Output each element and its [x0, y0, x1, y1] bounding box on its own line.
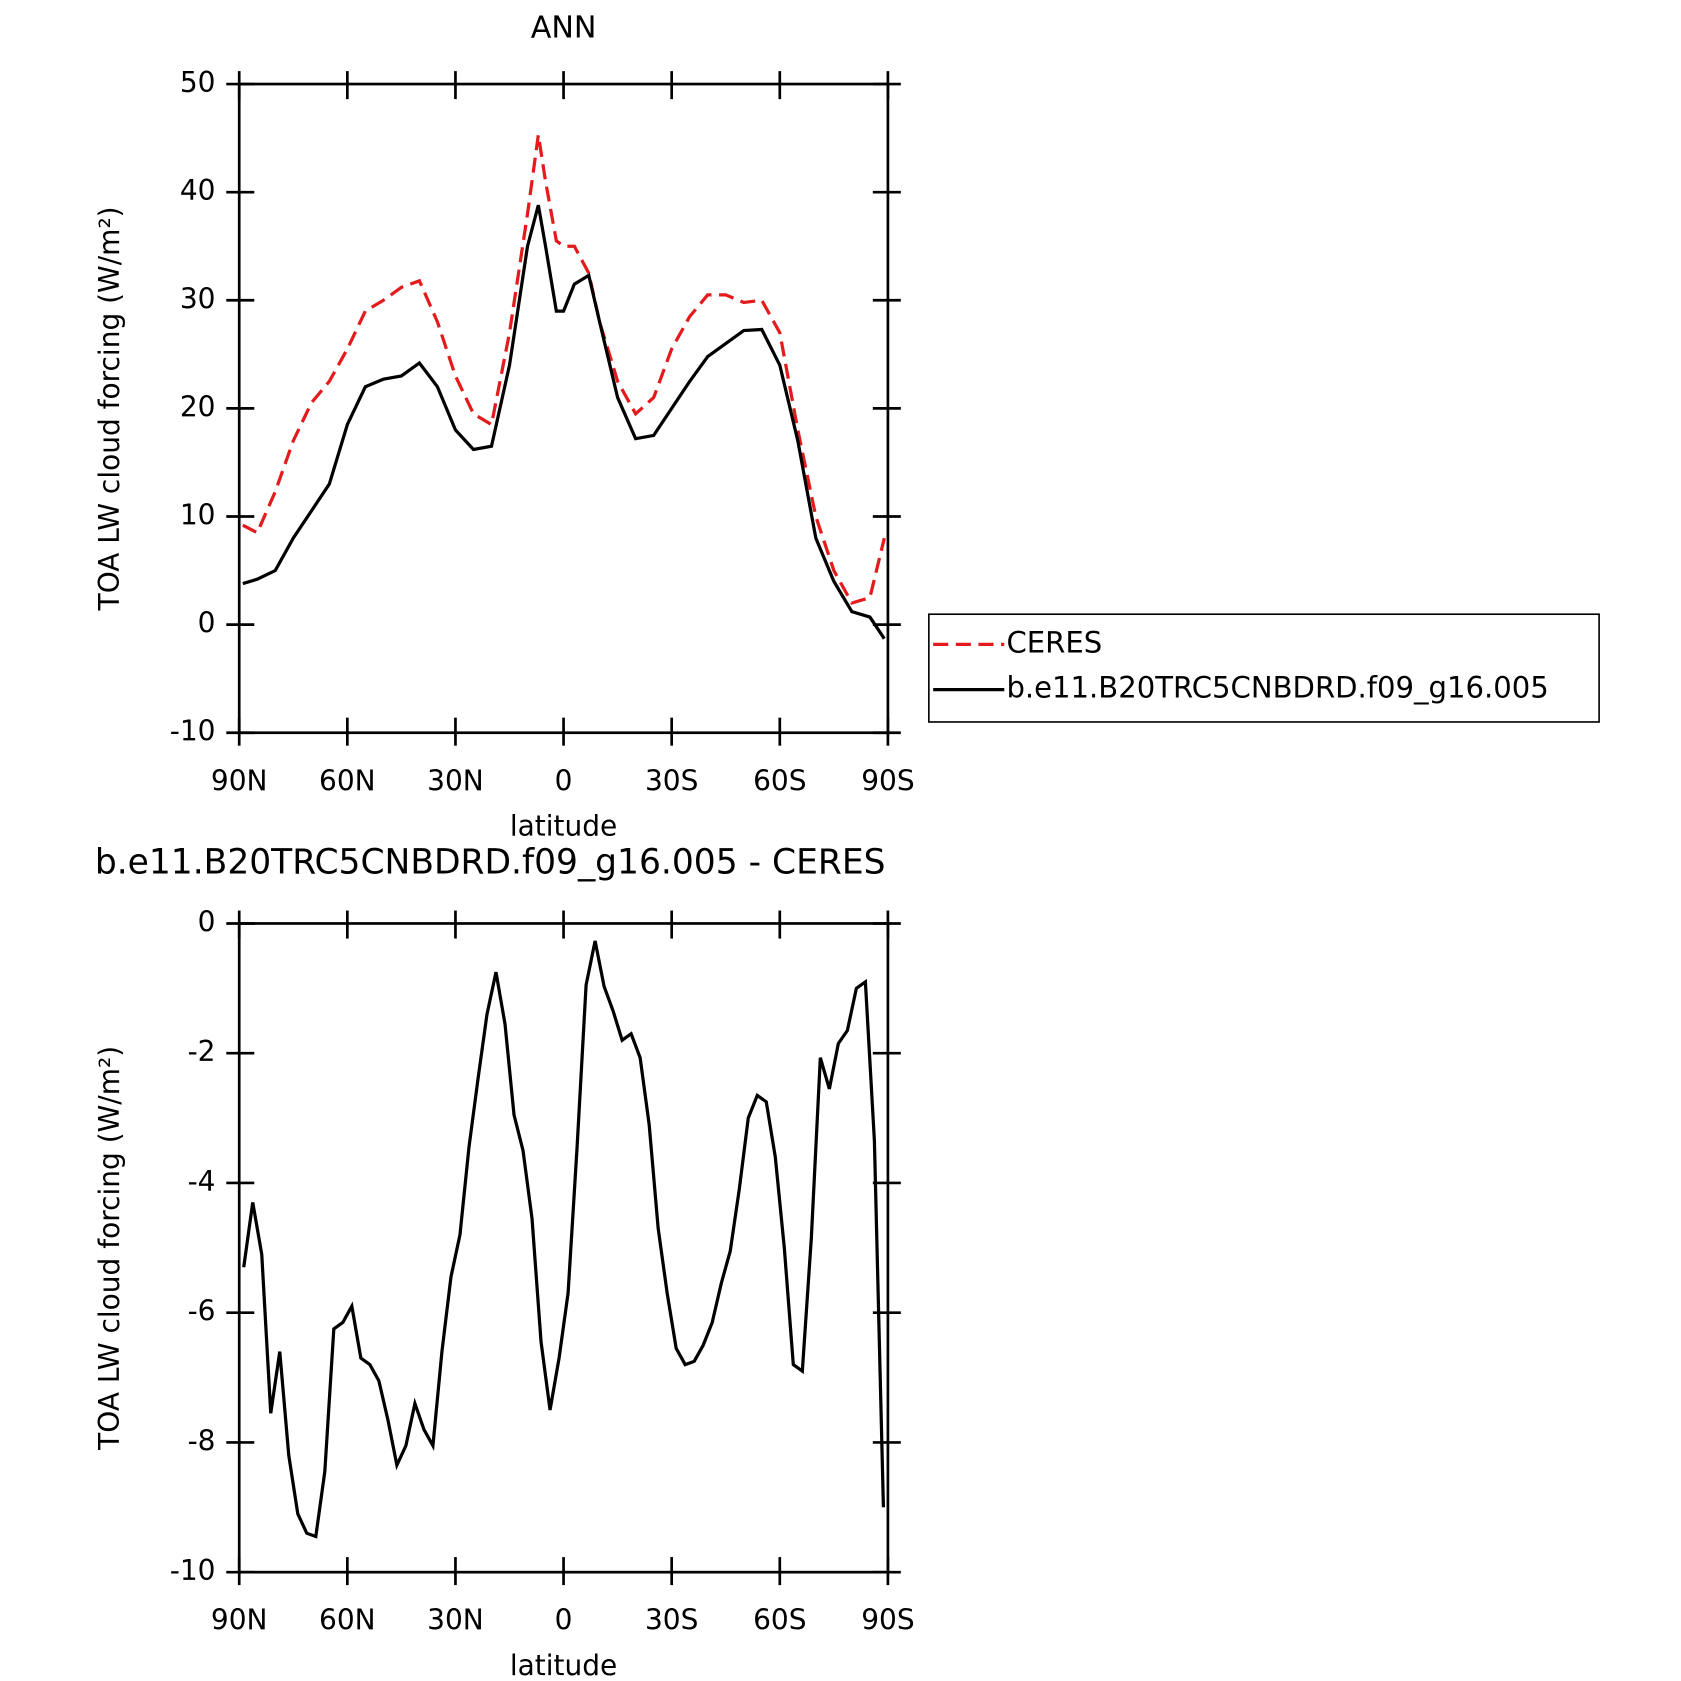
legend-box	[928, 613, 1600, 723]
x-tick-label: 90N	[211, 1604, 268, 1637]
y-tick-label: 20	[180, 390, 216, 423]
y-tick-label: 30	[180, 282, 216, 315]
x-tick-label: 30N	[427, 1604, 484, 1637]
x-tick-label: 90S	[861, 1604, 914, 1637]
x-axis-label: latitude	[510, 1649, 617, 1681]
y-tick-label: -8	[188, 1424, 216, 1457]
y-tick-label: 0	[198, 607, 216, 640]
y-tick-label: 10	[180, 499, 216, 532]
x-axis-label: latitude	[510, 810, 617, 843]
x-tick-label: 60S	[753, 1604, 806, 1637]
y-tick-label: -10	[170, 715, 216, 748]
x-tick-label: 30S	[645, 764, 698, 797]
y-tick-label: 50	[180, 66, 216, 99]
chart-title: b.e11.B20TRC5CNBDRD.f09_g16.005 - CERES	[95, 843, 886, 883]
x-tick-label: 0	[555, 1604, 573, 1637]
y-axis-label: TOA LW cloud forcing (W/m²)	[93, 1046, 126, 1451]
y-tick-label: 0	[198, 905, 216, 938]
y-tick-label: -4	[188, 1165, 216, 1198]
data-line	[242, 204, 886, 640]
x-tick-label: 60N	[319, 764, 376, 797]
x-tick-label: 30N	[427, 764, 484, 797]
data-line	[242, 940, 886, 1539]
y-tick-label: 40	[180, 174, 216, 207]
x-tick-label: 60N	[319, 1604, 376, 1637]
x-tick-label: 60S	[753, 764, 806, 797]
data-line	[242, 134, 886, 605]
y-tick-label: -10	[170, 1554, 216, 1587]
y-tick-label: -6	[188, 1295, 216, 1328]
legend-label: b.e11.B20TRC5CNBDRD.f09_g16.005	[1006, 671, 1548, 705]
legend-label: CERES	[1006, 625, 1102, 659]
chart-title: ANN	[531, 11, 597, 46]
x-tick-label: 0	[555, 764, 573, 797]
x-tick-label: 90N	[211, 764, 268, 797]
y-tick-label: -2	[188, 1035, 216, 1068]
x-tick-label: 90S	[861, 764, 914, 797]
x-tick-label: 30S	[645, 1604, 698, 1637]
plot-frame	[237, 922, 890, 1574]
y-axis-label: TOA LW cloud forcing (W/m²)	[93, 206, 126, 611]
